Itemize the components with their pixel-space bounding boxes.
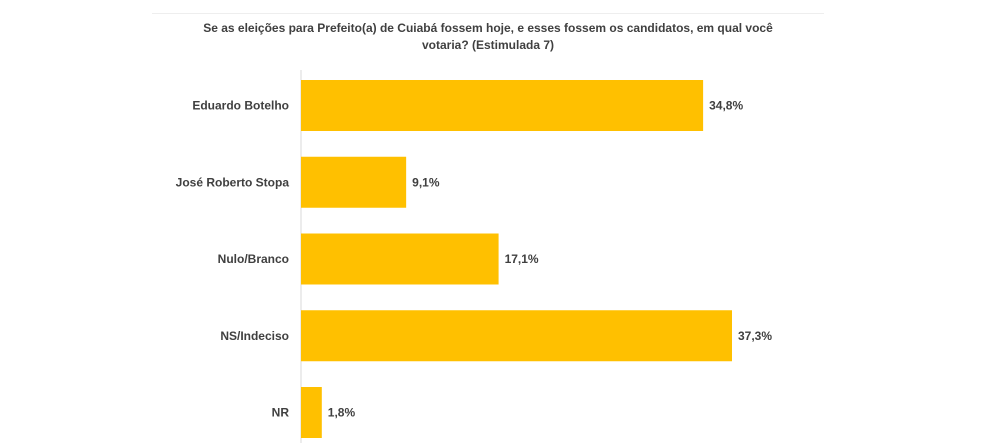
value-label-eduardo-botelho: 34,8% xyxy=(709,99,743,113)
chart-title: Se as eleições para Prefeito(a) de Cuiab… xyxy=(152,20,824,54)
category-label-ns-indeciso: NS/Indeciso xyxy=(220,329,289,343)
bar-jose-roberto-stopa xyxy=(301,156,407,208)
chart-title-line-2: votaria? (Estimulada 7) xyxy=(421,38,555,52)
category-label-nr: NR xyxy=(272,406,290,420)
value-label-ns-indeciso: 37,3% xyxy=(738,329,772,343)
category-label-nulo-branco: Nulo/Branco xyxy=(218,252,289,266)
category-label-eduardo-botelho: Eduardo Botelho xyxy=(192,99,289,113)
bar-ns-indeciso xyxy=(301,310,732,362)
bar-eduardo-botelho xyxy=(301,80,704,131)
bar-nr xyxy=(301,387,322,438)
top-divider xyxy=(152,13,824,14)
category-label-jose-roberto-stopa: José Roberto Stopa xyxy=(176,175,290,189)
bar-nulo-branco xyxy=(301,233,499,285)
value-label-jose-roberto-stopa: 9,1% xyxy=(412,175,440,189)
chart-title-line-1: Se as eleições para Prefeito(a) de Cuiab… xyxy=(203,21,773,35)
value-label-nulo-branco: 17,1% xyxy=(505,252,539,266)
value-label-nr: 1,8% xyxy=(328,406,356,420)
